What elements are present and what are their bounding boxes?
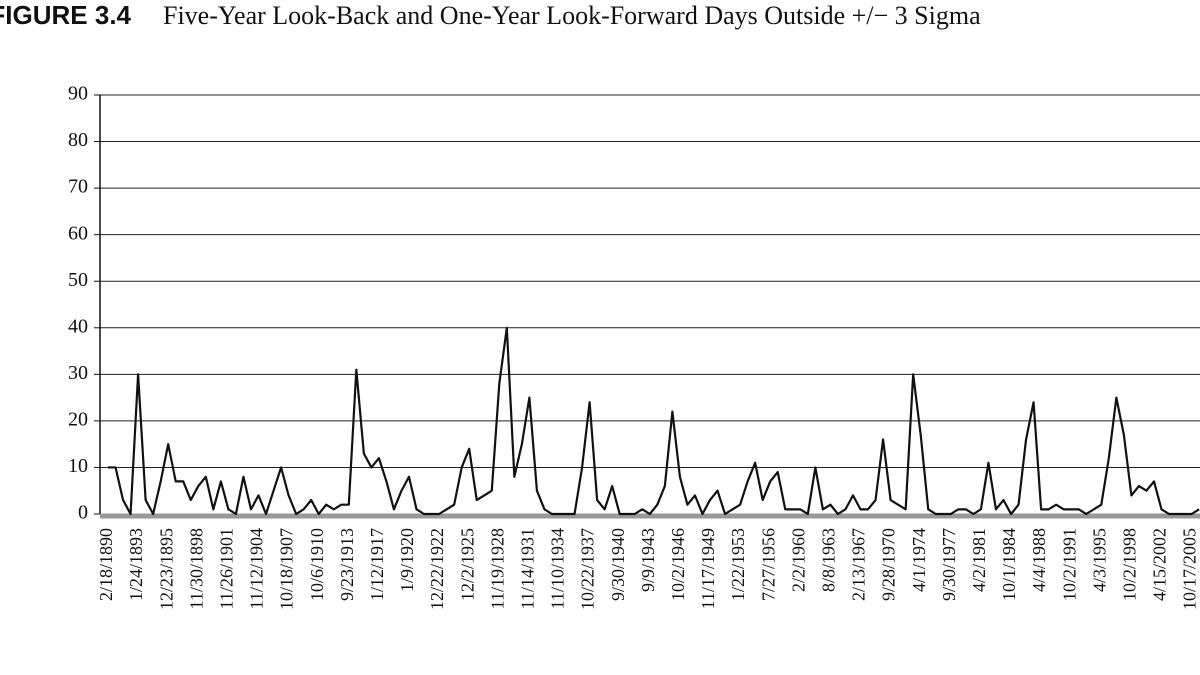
x-tick-label: 11/17/1949: [698, 528, 718, 609]
x-tick-label: 11/19/1928: [487, 528, 507, 609]
x-tick-label: 10/2/1991: [1059, 528, 1079, 601]
x-tick-label: 1/12/1917: [367, 528, 387, 601]
x-tick-label: 10/1/1984: [999, 528, 1019, 601]
x-tick-label: 12/23/1895: [156, 528, 176, 610]
y-tick-label: 40: [68, 315, 88, 337]
x-tick-label: 8/8/1963: [819, 528, 839, 592]
x-tick-label: 10/2/1998: [1120, 528, 1140, 601]
y-tick-label: 30: [68, 362, 88, 384]
x-tick-label: 9/30/1977: [939, 528, 959, 601]
y-tick-label: 50: [68, 269, 88, 291]
x-tick-label: 4/3/1995: [1089, 528, 1109, 592]
x-tick-label: 4/15/2002: [1150, 528, 1170, 601]
y-tick-label: 70: [68, 176, 88, 198]
x-tick-label: 11/26/1901: [217, 528, 237, 609]
x-tick-label: 11/12/1904: [247, 528, 267, 609]
figure-label: FIGURE 3.4: [0, 0, 132, 30]
x-tick-label: 1/24/1893: [126, 528, 146, 601]
x-tick-label: 4/2/1981: [969, 528, 989, 592]
x-tick-label: 10/17/2005: [1180, 528, 1200, 610]
x-tick-label: 10/6/1910: [307, 528, 327, 601]
y-tick-label: 90: [68, 83, 88, 105]
x-tick-label: 10/18/1907: [277, 528, 297, 610]
y-tick-label: 10: [68, 455, 88, 477]
x-tick-label: 12/2/1925: [457, 528, 477, 601]
data-line: [108, 326, 1200, 516]
y-tick-label: 20: [68, 408, 88, 430]
y-tick-label: 60: [68, 222, 88, 244]
x-tick-label: 4/1/1974: [909, 528, 929, 592]
y-tick-label: 0: [78, 502, 88, 524]
x-tick-label: 9/30/1940: [608, 528, 628, 601]
x-tick-label: 10/2/1946: [668, 528, 688, 601]
x-tick-label: 2/18/1890: [96, 528, 116, 601]
x-tick-label: 2/2/1960: [788, 528, 808, 592]
x-tick-label: 11/10/1934: [548, 528, 568, 609]
x-tick-label: 10/22/1937: [578, 528, 598, 610]
x-tick-label: 4/4/1988: [1029, 528, 1049, 592]
x-tick-label: 11/30/1898: [186, 528, 206, 609]
x-tick-label: 11/14/1931: [518, 528, 538, 609]
x-tick-label: 1/9/1920: [397, 528, 417, 592]
x-tick-label: 1/22/1953: [728, 528, 748, 601]
x-tick-label: 12/22/1922: [427, 528, 447, 610]
x-tick-label: 9/28/1970: [879, 528, 899, 601]
x-tick-label: 2/13/1967: [849, 528, 869, 601]
x-tick-label: 7/27/1956: [758, 528, 778, 601]
chart-title: Five-Year Look-Back and One-Year Look-Fo…: [163, 1, 981, 30]
x-tick-label: 9/9/1943: [638, 528, 658, 592]
y-tick-label: 80: [68, 129, 88, 151]
x-tick-label: 9/23/1913: [337, 528, 357, 601]
